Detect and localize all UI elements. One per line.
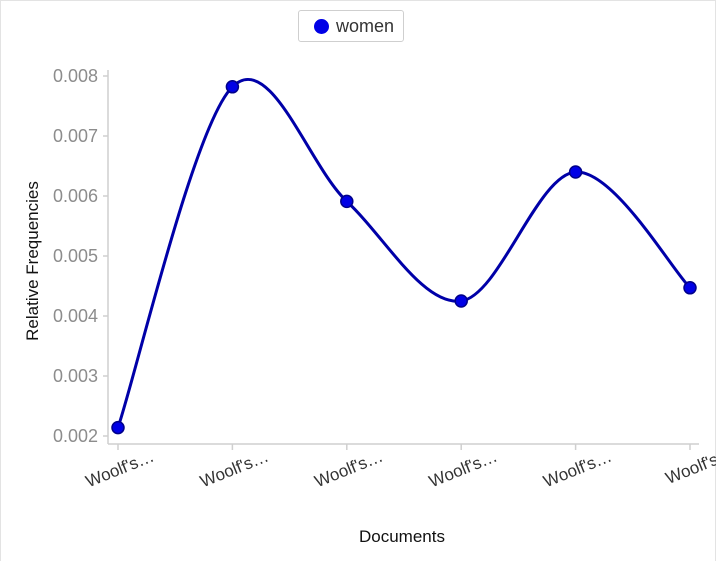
x-tick-label: Woolf's… (312, 447, 386, 492)
y-tick-label: 0.004 (53, 306, 98, 326)
legend[interactable]: women (298, 10, 405, 42)
y-axis-title: Relative Frequencies (23, 181, 42, 341)
data-point (111, 420, 125, 435)
y-tick-label: 0.002 (53, 426, 98, 446)
y-tick-label: 0.006 (53, 186, 98, 206)
x-tick-label: Woolf's (663, 450, 716, 488)
x-tick-label: Woolf's… (197, 447, 271, 492)
legend-swatch-women (314, 18, 329, 34)
x-tick-label: Woolf's… (541, 447, 615, 492)
data-point (568, 165, 583, 179)
y-tick-label: 0.003 (53, 366, 98, 386)
y-tick-label: 0.005 (53, 246, 98, 266)
y-tick-label: 0.008 (53, 66, 98, 86)
y-tick-label: 0.007 (53, 126, 98, 146)
series-women (111, 77, 697, 435)
x-axis-title: Documents (359, 527, 445, 546)
data-point (340, 194, 354, 209)
x-axis: Woolf's… Woolf's… Woolf's… Woolf's… Woolf's…… (83, 443, 716, 492)
series-line-women (116, 77, 692, 429)
x-tick-label: Woolf's… (426, 447, 500, 492)
x-tick-label: Woolf's… (83, 447, 157, 492)
legend-label-women: women (336, 15, 395, 36)
data-point (225, 80, 240, 94)
data-point (683, 281, 697, 295)
data-point (454, 294, 468, 308)
y-axis: 0.002 0.003 0.004 0.005 0.006 0.007 0.008 (53, 66, 109, 446)
